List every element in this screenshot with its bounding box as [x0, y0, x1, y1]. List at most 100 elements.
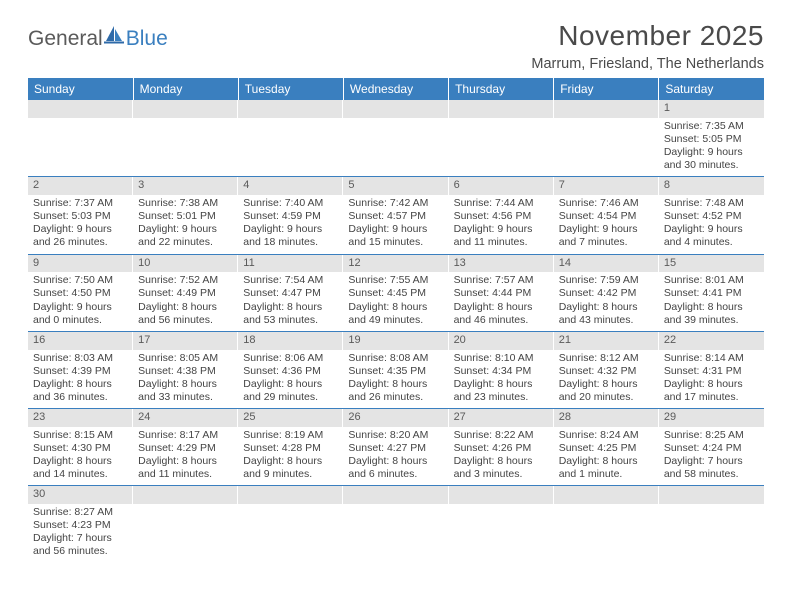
calendar-cell — [343, 486, 448, 563]
sunrise-line: Sunrise: 8:10 AM — [454, 352, 549, 365]
daylight-line-2: and 22 minutes. — [138, 236, 233, 249]
day-number: 20 — [449, 332, 554, 350]
daylight-line-2: and 39 minutes. — [664, 314, 759, 327]
sunrise-line: Sunrise: 7:40 AM — [243, 197, 338, 210]
day-number: 1 — [659, 100, 764, 118]
daylight-line-1: Daylight: 8 hours — [348, 301, 443, 314]
day-number — [449, 486, 554, 504]
daylight-line-2: and 1 minute. — [559, 468, 654, 481]
logo-text-1: General — [28, 27, 103, 51]
sunrise-line: Sunrise: 8:20 AM — [348, 429, 443, 442]
day-body: Sunrise: 8:08 AMSunset: 4:35 PMDaylight:… — [343, 350, 448, 409]
page-subtitle: Marrum, Friesland, The Netherlands — [531, 56, 764, 72]
sunset-line: Sunset: 4:44 PM — [454, 287, 549, 300]
day-number — [449, 100, 554, 118]
calendar-cell: 28Sunrise: 8:24 AMSunset: 4:25 PMDayligh… — [554, 409, 659, 486]
sunset-line: Sunset: 4:34 PM — [454, 365, 549, 378]
day-number: 17 — [133, 332, 238, 350]
day-header: Saturday — [659, 78, 764, 100]
day-number: 22 — [659, 332, 764, 350]
daylight-line-2: and 14 minutes. — [33, 468, 128, 481]
calendar-cell: 4Sunrise: 7:40 AMSunset: 4:59 PMDaylight… — [238, 177, 343, 254]
sunset-line: Sunset: 4:49 PM — [138, 287, 233, 300]
sunset-line: Sunset: 4:28 PM — [243, 442, 338, 455]
sunrise-line: Sunrise: 7:42 AM — [348, 197, 443, 210]
day-number: 13 — [449, 255, 554, 273]
sunset-line: Sunset: 4:23 PM — [33, 519, 128, 532]
sunrise-line: Sunrise: 8:27 AM — [33, 506, 128, 519]
day-body: Sunrise: 8:14 AMSunset: 4:31 PMDaylight:… — [659, 350, 764, 409]
daylight-line-1: Daylight: 9 hours — [138, 223, 233, 236]
day-body: Sunrise: 8:12 AMSunset: 4:32 PMDaylight:… — [554, 350, 659, 409]
day-number: 14 — [554, 255, 659, 273]
calendar-cell — [238, 100, 343, 177]
sunrise-line: Sunrise: 8:22 AM — [454, 429, 549, 442]
daylight-line-2: and 0 minutes. — [33, 314, 128, 327]
sunset-line: Sunset: 4:25 PM — [559, 442, 654, 455]
day-body: Sunrise: 7:57 AMSunset: 4:44 PMDaylight:… — [449, 272, 554, 331]
daylight-line-2: and 7 minutes. — [559, 236, 654, 249]
calendar-cell — [554, 100, 659, 177]
daylight-line-2: and 11 minutes. — [454, 236, 549, 249]
day-number: 5 — [343, 177, 448, 195]
day-body: Sunrise: 7:37 AMSunset: 5:03 PMDaylight:… — [28, 195, 133, 254]
calendar-cell: 30Sunrise: 8:27 AMSunset: 4:23 PMDayligh… — [28, 486, 133, 563]
day-number: 12 — [343, 255, 448, 273]
sunset-line: Sunset: 4:35 PM — [348, 365, 443, 378]
sunset-line: Sunset: 4:50 PM — [33, 287, 128, 300]
daylight-line-2: and 26 minutes. — [348, 391, 443, 404]
daylight-line-1: Daylight: 8 hours — [454, 455, 549, 468]
sunset-line: Sunset: 4:56 PM — [454, 210, 549, 223]
sunrise-line: Sunrise: 7:50 AM — [33, 274, 128, 287]
sunset-line: Sunset: 4:29 PM — [138, 442, 233, 455]
day-header: Monday — [133, 78, 238, 100]
daylight-line-2: and 29 minutes. — [243, 391, 338, 404]
day-body: Sunrise: 7:59 AMSunset: 4:42 PMDaylight:… — [554, 272, 659, 331]
daylight-line-1: Daylight: 8 hours — [348, 378, 443, 391]
sunset-line: Sunset: 4:42 PM — [559, 287, 654, 300]
calendar-cell: 29Sunrise: 8:25 AMSunset: 4:24 PMDayligh… — [659, 409, 764, 486]
daylight-line-2: and 9 minutes. — [243, 468, 338, 481]
day-number — [238, 100, 343, 118]
daylight-line-1: Daylight: 9 hours — [348, 223, 443, 236]
calendar-cell — [449, 100, 554, 177]
daylight-line-1: Daylight: 9 hours — [664, 146, 759, 159]
day-number: 8 — [659, 177, 764, 195]
day-number — [554, 486, 659, 504]
day-number: 16 — [28, 332, 133, 350]
daylight-line-1: Daylight: 9 hours — [664, 223, 759, 236]
day-number — [343, 100, 448, 118]
sunrise-line: Sunrise: 7:35 AM — [664, 120, 759, 133]
day-body: Sunrise: 7:38 AMSunset: 5:01 PMDaylight:… — [133, 195, 238, 254]
daylight-line-2: and 56 minutes. — [138, 314, 233, 327]
calendar-cell: 9Sunrise: 7:50 AMSunset: 4:50 PMDaylight… — [28, 254, 133, 331]
calendar-cell — [554, 486, 659, 563]
daylight-line-1: Daylight: 8 hours — [33, 455, 128, 468]
sunrise-line: Sunrise: 8:08 AM — [348, 352, 443, 365]
calendar-cell — [449, 486, 554, 563]
sunset-line: Sunset: 4:57 PM — [348, 210, 443, 223]
sunset-line: Sunset: 4:32 PM — [559, 365, 654, 378]
daylight-line-1: Daylight: 9 hours — [454, 223, 549, 236]
day-number: 28 — [554, 409, 659, 427]
day-body: Sunrise: 7:52 AMSunset: 4:49 PMDaylight:… — [133, 272, 238, 331]
day-body — [133, 118, 238, 124]
sunset-line: Sunset: 4:47 PM — [243, 287, 338, 300]
calendar-cell: 12Sunrise: 7:55 AMSunset: 4:45 PMDayligh… — [343, 254, 448, 331]
day-number: 18 — [238, 332, 343, 350]
sunrise-line: Sunrise: 7:44 AM — [454, 197, 549, 210]
sunrise-line: Sunrise: 7:52 AM — [138, 274, 233, 287]
sunrise-line: Sunrise: 8:25 AM — [664, 429, 759, 442]
day-body: Sunrise: 7:50 AMSunset: 4:50 PMDaylight:… — [28, 272, 133, 331]
calendar-cell: 6Sunrise: 7:44 AMSunset: 4:56 PMDaylight… — [449, 177, 554, 254]
daylight-line-2: and 17 minutes. — [664, 391, 759, 404]
day-number: 21 — [554, 332, 659, 350]
sunset-line: Sunset: 4:36 PM — [243, 365, 338, 378]
daylight-line-1: Daylight: 8 hours — [454, 378, 549, 391]
day-body: Sunrise: 8:03 AMSunset: 4:39 PMDaylight:… — [28, 350, 133, 409]
calendar-cell — [659, 486, 764, 563]
daylight-line-2: and 18 minutes. — [243, 236, 338, 249]
sunset-line: Sunset: 4:24 PM — [664, 442, 759, 455]
daylight-line-2: and 43 minutes. — [559, 314, 654, 327]
daylight-line-1: Daylight: 8 hours — [243, 378, 338, 391]
